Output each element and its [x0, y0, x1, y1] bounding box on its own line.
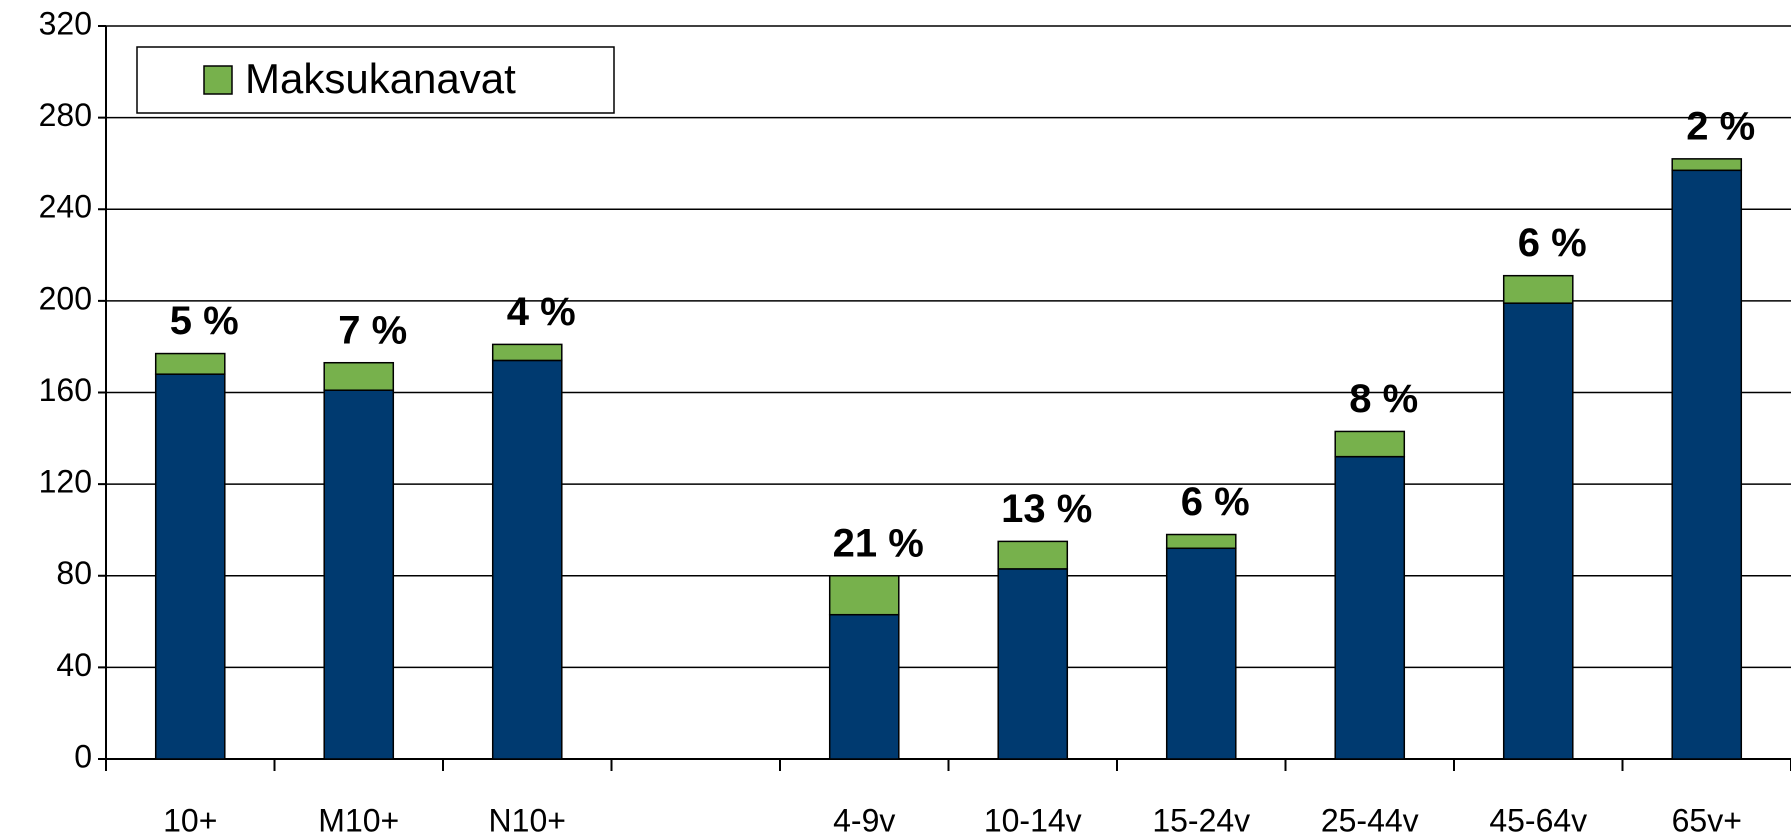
percent-label: 2 % [1686, 104, 1755, 148]
bar-segment [1502, 274, 1574, 304]
y-tick-label: 200 [39, 280, 92, 316]
bar-segment [154, 373, 226, 760]
y-tick-label: 320 [39, 5, 92, 41]
x-tick-label: N10+ [489, 802, 566, 838]
percent-label: 6 % [1181, 480, 1250, 524]
bar-segment [1165, 533, 1237, 550]
bar-segment [323, 361, 395, 391]
bar-segment [828, 613, 900, 760]
bar-segment [1334, 455, 1406, 760]
bar-segment [1671, 158, 1743, 172]
percent-label: 7 % [338, 308, 407, 352]
legend-swatch [203, 65, 233, 95]
bar-segment [997, 540, 1069, 570]
bar-segment [828, 575, 900, 616]
bar-segment [1671, 169, 1743, 760]
percent-label: 4 % [507, 290, 576, 334]
x-tick-label: 10+ [163, 802, 217, 838]
percent-label: 13 % [1001, 487, 1092, 531]
percent-label: 21 % [833, 521, 924, 565]
x-tick-label: 65v+ [1672, 802, 1742, 838]
percent-label: 6 % [1518, 221, 1587, 265]
bar-segment [1502, 302, 1574, 760]
x-tick-label: M10+ [318, 802, 399, 838]
x-tick-label: 25-44v [1321, 802, 1419, 838]
percent-label: 8 % [1349, 377, 1418, 421]
y-tick-label: 120 [39, 464, 92, 500]
bar-segment [1334, 430, 1406, 458]
percent-label: 5 % [170, 299, 239, 343]
x-tick-label: 15-24v [1152, 802, 1250, 838]
y-tick-label: 0 [74, 738, 92, 774]
y-tick-label: 40 [56, 647, 92, 683]
x-tick-label: 45-64v [1489, 802, 1587, 838]
bar-segment [1165, 547, 1237, 760]
bar-segment [491, 359, 563, 760]
y-tick-label: 80 [56, 555, 92, 591]
y-tick-label: 240 [39, 189, 92, 225]
bar-segment [323, 389, 395, 760]
y-tick-label: 280 [39, 97, 92, 133]
bar-segment [154, 352, 226, 375]
x-tick-label: 10-14v [984, 802, 1082, 838]
bar-segment [997, 568, 1069, 760]
bar-segment [491, 343, 563, 362]
y-tick-label: 160 [39, 372, 92, 408]
legend-label: Maksukanavat [245, 55, 516, 102]
x-tick-label: 4-9v [833, 802, 895, 838]
